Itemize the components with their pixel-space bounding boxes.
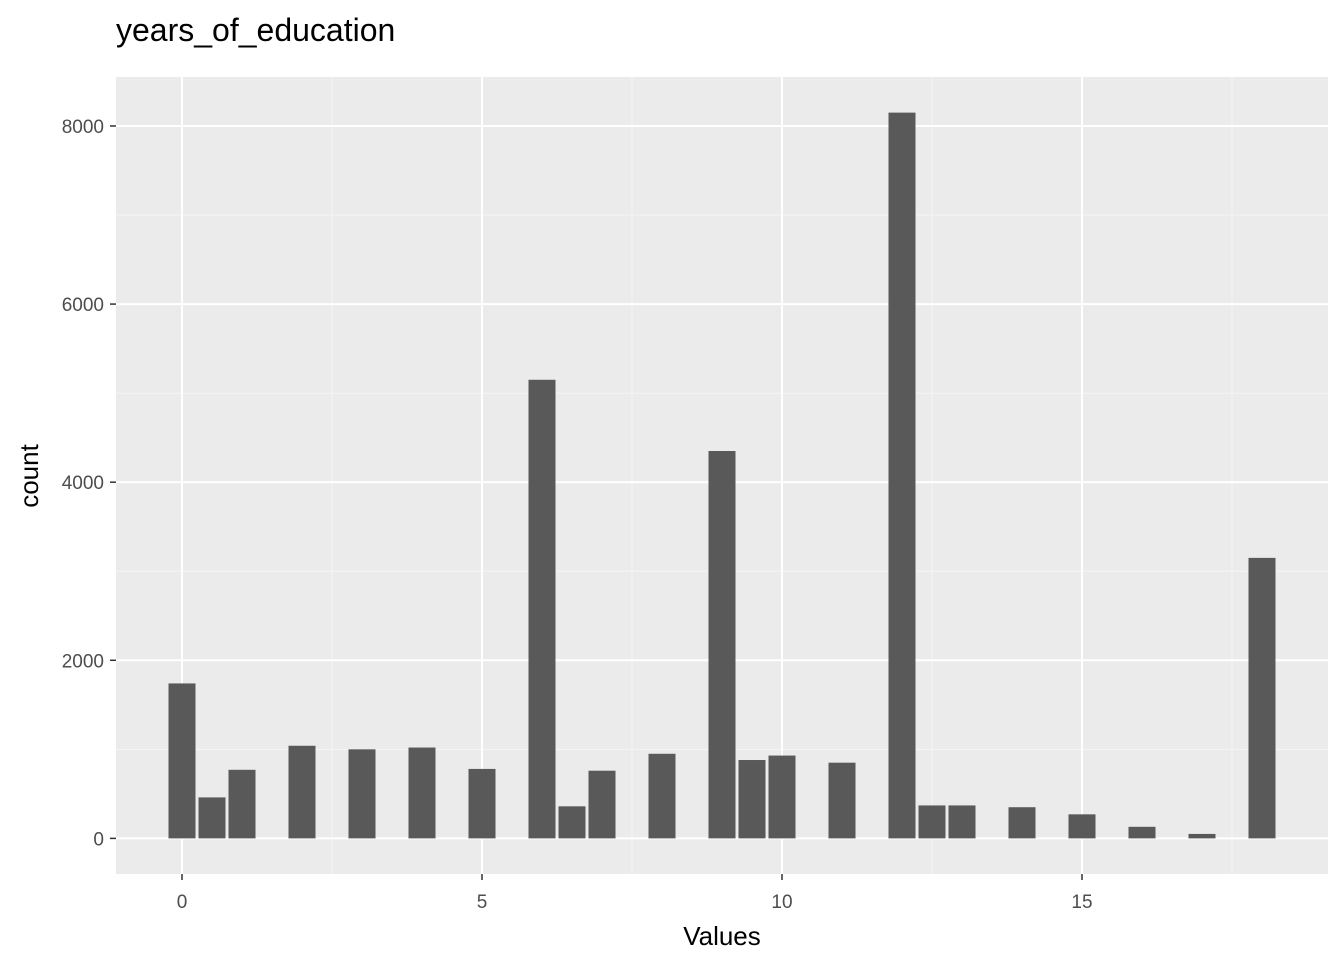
bar: [708, 451, 736, 839]
bar: [1248, 557, 1276, 839]
bar: [918, 805, 946, 839]
x-tick-label: 0: [177, 892, 188, 913]
bar: [198, 797, 226, 839]
bar: [648, 753, 676, 839]
y-axis-ticks: 0 2000 4000 6000 8000: [62, 117, 116, 850]
bar: [738, 760, 766, 839]
bar: [228, 769, 256, 839]
x-tick-label: 5: [477, 892, 488, 913]
bar: [828, 762, 856, 839]
bars: [168, 112, 1276, 839]
bar: [168, 683, 196, 839]
bar: [558, 806, 586, 839]
bar: [1068, 814, 1096, 839]
y-tick-label: 4000: [62, 473, 104, 494]
x-tick-label: 15: [1071, 892, 1092, 913]
x-axis-ticks: 0 5 10 15: [177, 874, 1093, 913]
bar: [1128, 826, 1156, 839]
bar: [528, 379, 556, 839]
bar: [288, 745, 316, 839]
bar: [408, 747, 436, 839]
y-tick-label: 8000: [62, 117, 104, 138]
bar: [888, 112, 916, 839]
y-tick-label: 6000: [62, 295, 104, 316]
bar: [468, 768, 496, 839]
y-axis-title: count: [14, 443, 44, 507]
bar: [348, 749, 376, 839]
bar: [1008, 807, 1036, 839]
chart-title: years_of_education: [116, 12, 395, 48]
bar: [588, 770, 616, 839]
y-tick-label: 0: [93, 829, 104, 850]
y-tick-label: 2000: [62, 651, 104, 672]
bar: [1188, 833, 1216, 839]
x-axis-title: Values: [683, 921, 761, 951]
bar: [948, 805, 976, 839]
x-tick-label: 10: [771, 892, 792, 913]
bar: [768, 755, 796, 839]
